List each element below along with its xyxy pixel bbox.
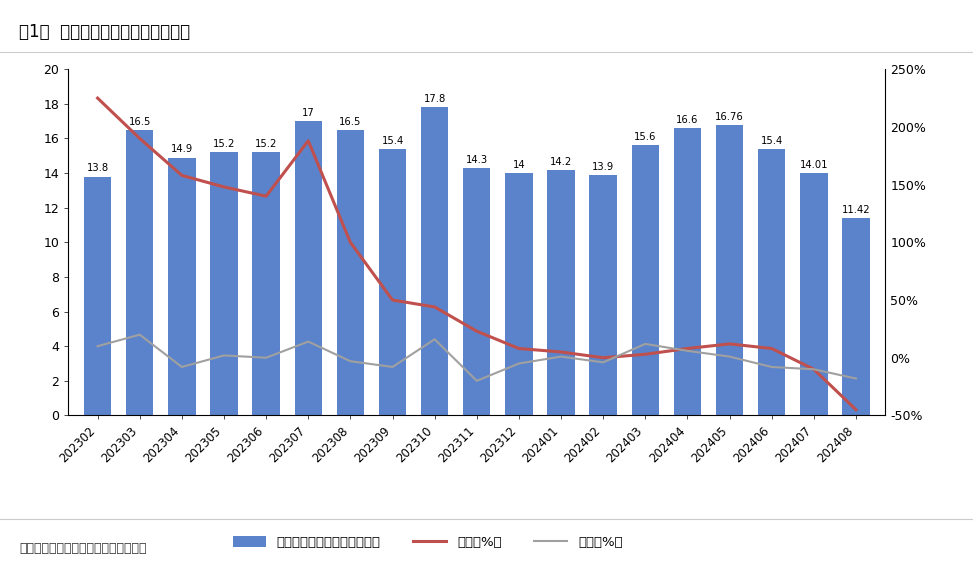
Bar [421, 107, 449, 415]
Bar [168, 158, 196, 415]
Text: 15.2: 15.2 [213, 139, 235, 149]
Text: 15.2: 15.2 [255, 139, 277, 149]
Bar [758, 149, 785, 415]
Bar [378, 149, 406, 415]
Text: 15.6: 15.6 [634, 132, 657, 143]
Text: 图1：  美国组件进口金额（亿美元）: 图1： 美国组件进口金额（亿美元） [19, 23, 191, 41]
Text: 15.4: 15.4 [761, 136, 783, 146]
Legend: 光伏组件进口金额（亿美元）, 同比（%）, 环比（%）: 光伏组件进口金额（亿美元）, 同比（%）, 环比（%） [228, 530, 628, 554]
Bar [548, 170, 575, 415]
Bar [716, 125, 743, 415]
Text: 14.2: 14.2 [550, 156, 572, 167]
Bar [800, 173, 827, 415]
Text: 16.6: 16.6 [676, 115, 699, 125]
Bar [337, 130, 364, 415]
Text: 14: 14 [513, 160, 525, 170]
Text: 16.76: 16.76 [715, 112, 744, 122]
Bar [463, 168, 490, 415]
Bar [843, 218, 870, 415]
Bar [590, 175, 617, 415]
Text: 14.3: 14.3 [466, 155, 487, 165]
Text: 14.01: 14.01 [800, 160, 828, 170]
Text: 17.8: 17.8 [423, 94, 446, 104]
Text: 15.4: 15.4 [381, 136, 404, 146]
Text: 13.9: 13.9 [592, 162, 614, 172]
Text: 16.5: 16.5 [340, 117, 362, 127]
Text: 14.9: 14.9 [170, 144, 193, 155]
Text: 11.42: 11.42 [842, 205, 870, 215]
Bar [252, 152, 280, 415]
Bar [126, 130, 154, 415]
Bar [673, 128, 702, 415]
Bar [631, 145, 659, 415]
Bar [84, 177, 111, 415]
Text: 13.8: 13.8 [87, 163, 109, 174]
Bar [505, 173, 532, 415]
Text: 数据来源：美国海关，东吴证券研究所: 数据来源：美国海关，东吴证券研究所 [19, 542, 147, 554]
Text: 16.5: 16.5 [128, 117, 151, 127]
Bar [295, 121, 322, 415]
Text: 17: 17 [302, 108, 314, 118]
Bar [210, 152, 237, 415]
